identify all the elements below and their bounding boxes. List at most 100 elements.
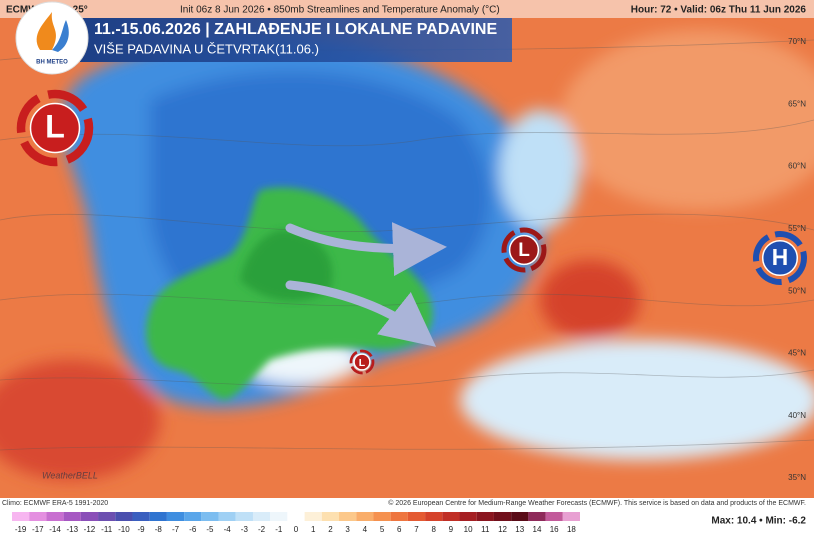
colorbar-swatch bbox=[339, 512, 357, 521]
pressure-ring bbox=[501, 227, 547, 273]
colorbar-swatch bbox=[12, 512, 30, 521]
header-run: Init 06z 8 Jun 2026 • 850mb Streamlines … bbox=[180, 5, 500, 16]
colorbar-label: 8 bbox=[431, 525, 436, 534]
pressure-disc bbox=[508, 234, 540, 266]
header-bar bbox=[0, 0, 814, 18]
colorbar-label: 13 bbox=[515, 525, 524, 534]
pressure-label: L bbox=[359, 358, 366, 369]
colorbar-swatch bbox=[390, 512, 408, 521]
colorbar-swatch bbox=[63, 512, 81, 521]
lat-label: 45°N bbox=[788, 349, 806, 358]
colorbar-swatch bbox=[149, 512, 167, 521]
pressure-centers: L L H L bbox=[16, 89, 807, 375]
colorbar-label: 7 bbox=[414, 525, 419, 534]
colorbar-label: -2 bbox=[258, 525, 266, 534]
lat-label: 50°N bbox=[788, 286, 806, 295]
banner-subtitle: VIŠE PADAVINA U ČETVRTAK(11.06.) bbox=[94, 41, 319, 56]
colorbar-label: -4 bbox=[224, 525, 232, 534]
colorbar-label: -10 bbox=[118, 525, 130, 534]
colorbar-swatch bbox=[321, 512, 340, 521]
pressure-ring bbox=[16, 89, 94, 167]
colorbar-swatch bbox=[407, 512, 426, 521]
colorbar-swatch bbox=[184, 512, 202, 521]
colorbar-swatch bbox=[201, 512, 219, 521]
colorbar-label: -19 bbox=[15, 525, 27, 534]
colorbar-swatch bbox=[562, 512, 580, 521]
colorbar-label: 6 bbox=[397, 525, 402, 534]
colorbar-swatch bbox=[304, 512, 322, 521]
colorbar-label: 11 bbox=[481, 525, 490, 534]
colorbar-label: -7 bbox=[172, 525, 180, 534]
pressure-label: H bbox=[772, 244, 788, 270]
colorbar-swatch bbox=[29, 512, 47, 521]
header-valid: Hour: 72 • Valid: 06z Thu 11 Jun 2026 bbox=[631, 5, 807, 16]
colorbar-swatch bbox=[528, 512, 546, 521]
footer-climo: Climo: ECMWF ERA-5 1991-2020 bbox=[2, 500, 108, 507]
colorbar-label: -3 bbox=[241, 525, 249, 534]
pressure-disc bbox=[353, 353, 371, 371]
footer-stats: Max: 10.4 • Min: -6.2 bbox=[711, 516, 806, 527]
colorbar-swatch bbox=[545, 512, 563, 521]
colorbar-swatch bbox=[373, 512, 391, 521]
banner-title: 11.-15.06.2026 | ZAHLAĐENJE I LOKALNE PA… bbox=[94, 21, 497, 38]
colorbar-label: 5 bbox=[380, 525, 385, 534]
colorbar-swatch bbox=[493, 512, 512, 521]
map-field bbox=[0, 0, 814, 498]
colorbar-swatch bbox=[252, 512, 271, 521]
colorbar-label: 18 bbox=[567, 525, 576, 534]
colorbar-label: -13 bbox=[66, 525, 78, 534]
colorbar-swatch bbox=[459, 512, 477, 521]
colorbar-label: 14 bbox=[533, 525, 542, 534]
colorbar-swatch bbox=[270, 512, 288, 521]
colorbar-label: -1 bbox=[275, 525, 283, 534]
colorbar-label: 12 bbox=[498, 525, 507, 534]
colorbar-swatch bbox=[235, 512, 253, 521]
pressure-label: L bbox=[518, 240, 530, 261]
watermark: WeatherBELL bbox=[42, 470, 98, 480]
lat-label: 55°N bbox=[788, 224, 806, 233]
colorbar-label: -17 bbox=[32, 525, 44, 534]
colorbar-label: 16 bbox=[550, 525, 559, 534]
footer-copyright: © 2026 European Centre for Medium-Range … bbox=[388, 499, 806, 507]
colorbar-swatch bbox=[218, 512, 236, 521]
pressure-ring bbox=[349, 349, 375, 375]
colorbar-swatch bbox=[425, 512, 443, 521]
lat-label: 60°N bbox=[788, 162, 806, 171]
colorbar-label: 1 bbox=[311, 525, 316, 534]
colorbar-swatch bbox=[115, 512, 133, 521]
colorbar: -19 -17 -14 -13 -12 -11 -10 -9 -8 -7 -6 -5 -4 -3 -2 -1 0… bbox=[12, 512, 580, 534]
pressure-label: L bbox=[45, 109, 65, 145]
colorbar-label: 4 bbox=[363, 525, 368, 534]
colorbar-label: -11 bbox=[101, 525, 113, 534]
colorbar-swatch bbox=[476, 512, 494, 521]
colorbar-swatch bbox=[442, 512, 460, 521]
colorbar-swatch bbox=[98, 512, 116, 521]
colorbar-label: -5 bbox=[206, 525, 214, 534]
colorbar-label: 3 bbox=[345, 525, 350, 534]
colorbar-swatch bbox=[166, 512, 185, 521]
colorbar-label: 2 bbox=[328, 525, 333, 534]
colorbar-label: 0 bbox=[294, 525, 299, 534]
logo: BH METEO bbox=[15, 1, 89, 75]
colorbar-label: -6 bbox=[189, 525, 197, 534]
colorbar-swatch bbox=[80, 512, 99, 521]
colorbar-swatch bbox=[287, 512, 305, 521]
colorbar-label: -8 bbox=[155, 525, 163, 534]
logo-text: BH METEO bbox=[36, 60, 68, 66]
colorbar-swatch bbox=[46, 512, 64, 521]
pressure-disc bbox=[29, 102, 81, 154]
latitude-labels: 70°N 65°N 60°N 55°N 50°N 45°N 40°N 35°N bbox=[788, 37, 806, 482]
lat-label: 65°N bbox=[788, 99, 806, 108]
lat-label: 70°N bbox=[788, 37, 806, 46]
colorbar-label: -9 bbox=[138, 525, 146, 534]
colorbar-label: 10 bbox=[464, 525, 473, 534]
colorbar-label: -12 bbox=[84, 525, 96, 534]
banner bbox=[80, 18, 512, 62]
colorbar-swatch bbox=[511, 512, 529, 521]
colorbar-swatch bbox=[356, 512, 374, 521]
pressure-disc bbox=[761, 239, 799, 277]
pressure-ring bbox=[753, 231, 807, 285]
colorbar-swatch bbox=[132, 512, 150, 521]
